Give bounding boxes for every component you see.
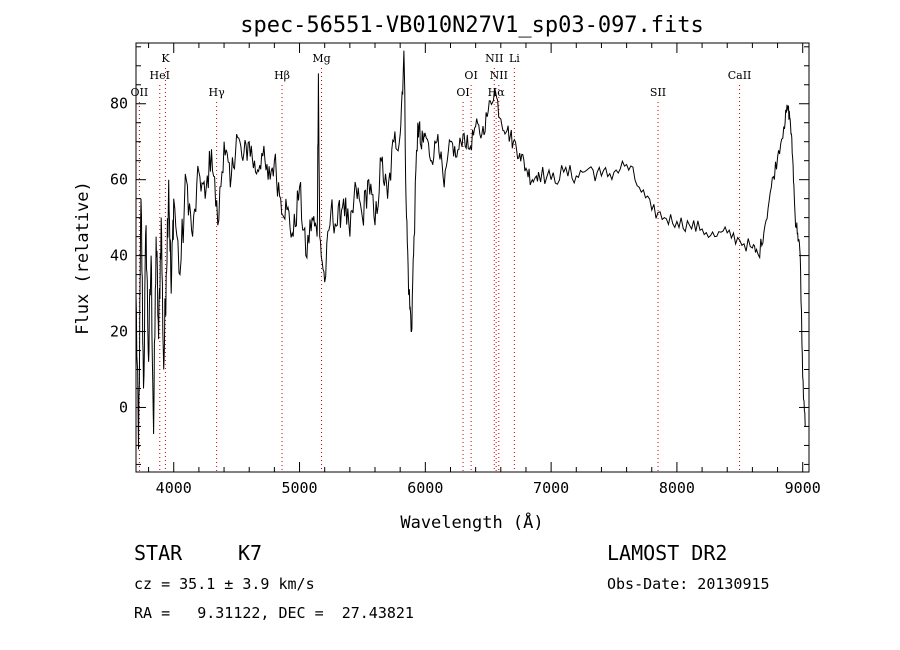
spectral-line-label-9: NII [490,69,508,82]
x-axis-label: Wavelength (Å) [400,511,543,533]
y-tick-label-1: 20 [110,323,128,341]
x-tick-label-2: 6000 [407,479,443,497]
spectral-line-label-7: OI [464,69,477,82]
spectral-line-label-0: OII [131,86,149,99]
y-axis-label: Flux (relative) [73,181,93,335]
spectral-line-label-3: Hγ [209,86,226,99]
spectral-line-label-2: HeI [150,69,170,82]
y-tick-label-3: 60 [110,171,128,189]
y-tick-label-0: 0 [119,398,128,416]
spectral-line-label-13: CaII [728,69,752,82]
spectral-line-label-5: Mg [312,52,330,65]
axis-ticks: 4000 5000 6000 7000 8000 9000 0 20 40 60 80 [110,43,821,497]
spectral-line-markers: OII K HeI Hγ Hβ Mg OI OI NII NII Hα Li SII CaII [131,52,752,472]
object-subclass: K7 [238,541,263,565]
x-tick-label-0: 4000 [156,479,192,497]
x-tick-label-5: 9000 [785,479,821,497]
redshift-cz: cz = 35.1 ± 3.9 km/s [134,575,315,593]
spectral-line-label-1: K [161,52,170,65]
spectral-line-label-11: Li [509,52,520,65]
x-tick-label-1: 5000 [281,479,317,497]
spectral-line-label-4: Hβ [274,69,290,82]
spectrum-series-0 [135,50,806,450]
y-tick-label-4: 80 [110,95,128,113]
plot-frame [135,42,810,473]
spectral-line-label-6: OI [456,86,469,99]
spectral-line-label-12: SII [650,86,666,99]
object-class: STAR [134,541,183,565]
coordinates: RA = 9.31122, DEC = 27.43821 [134,604,414,622]
chart-title: spec-56551-VB010N27V1_sp03-097.fits [240,13,704,38]
x-tick-label-3: 7000 [533,479,569,497]
y-tick-label-2: 40 [110,247,128,265]
observation-date: Obs-Date: 20130915 [607,575,770,593]
x-tick-label-4: 8000 [659,479,695,497]
plot-area [135,50,806,450]
spectral-line-label-10: Hα [488,86,506,99]
spectral-line-label-8: NII [485,52,503,65]
survey-name: LAMOST DR2 [607,541,728,565]
